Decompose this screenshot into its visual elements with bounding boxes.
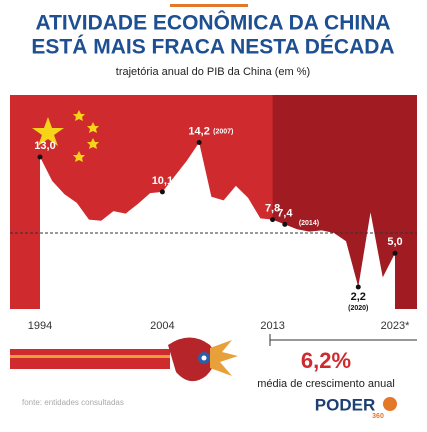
data-point xyxy=(159,189,165,195)
brand-sub: 360 xyxy=(372,413,384,420)
label-note: (2014) xyxy=(299,220,319,227)
label-note: (2020) xyxy=(348,305,368,312)
x-tick-label: 2023* xyxy=(381,320,410,332)
source: fonte: entidades consultadas xyxy=(22,398,124,407)
label-note: (2007) xyxy=(213,128,233,135)
accent-line xyxy=(170,4,248,7)
x-tick-label: 2004 xyxy=(150,320,174,332)
data-label: 2,2 xyxy=(351,291,366,303)
data-point xyxy=(37,154,43,160)
highlight-text: média de crescimento anual xyxy=(257,378,395,390)
data-label: 7,4 xyxy=(277,207,293,219)
data-label: 14,2 xyxy=(188,125,209,137)
x-tick-label: 1994 xyxy=(28,320,52,332)
highlight-value: 6,2% xyxy=(301,348,351,373)
data-point xyxy=(355,284,361,290)
data-point xyxy=(270,217,276,223)
data-label: 10,1 xyxy=(152,175,173,187)
labels: 13,0 10,1 14,2 (2007) 7,87,4 (2014) 2,2 (2020) 5… xyxy=(28,125,410,331)
chart-title: ATIVIDADE ECONÔMICA DA CHINA xyxy=(35,11,390,35)
data-label: 7,8 xyxy=(265,202,280,214)
brand: PODER xyxy=(315,395,375,414)
plot-area xyxy=(10,95,417,309)
data-point xyxy=(282,221,288,227)
data-label: 13,0 xyxy=(34,140,55,152)
chart-subtitle: trajetória anual do PIB da China (em %) xyxy=(116,66,310,78)
area xyxy=(40,142,395,309)
chart-title: ESTÁ MAIS FRACA NESTA DÉCADA xyxy=(31,36,394,59)
data-point xyxy=(196,140,202,146)
data-label: 5,0 xyxy=(387,236,402,248)
data-point xyxy=(392,250,398,256)
dragon xyxy=(10,337,238,382)
brand-logo xyxy=(383,397,397,411)
x-tick-label: 2013 xyxy=(260,320,284,332)
flag-stars xyxy=(32,110,99,162)
